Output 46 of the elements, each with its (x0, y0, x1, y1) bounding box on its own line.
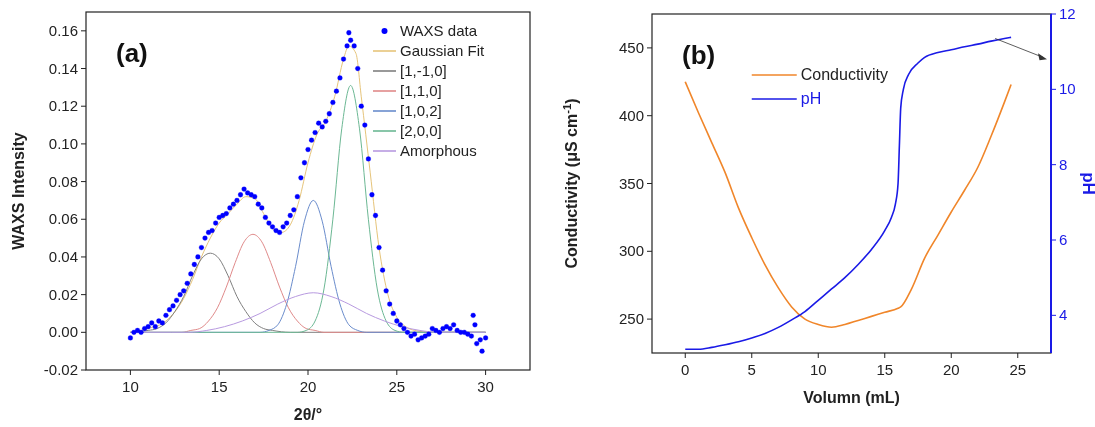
y2-tick-label: 8 (1059, 155, 1068, 173)
y-tick-label: 0.10 (48, 134, 78, 152)
y-tick-label: 350 (618, 174, 644, 192)
y-tick-label: 0.14 (48, 59, 78, 77)
legend-label: Gaussian Fit (400, 42, 486, 59)
annotation: (a) (116, 38, 148, 68)
y-tick-label: 0.02 (48, 285, 78, 303)
y2-tick-label: 6 (1059, 231, 1068, 248)
y-tick-label: 0.16 (48, 21, 78, 39)
legend-label: WAXS data (400, 22, 478, 39)
y2-tick-label: 4 (1059, 306, 1068, 324)
y-tick-label: 0.08 (48, 172, 78, 190)
x-tick-label: 20 (942, 361, 960, 378)
y-tick-label: 0.00 (48, 323, 78, 341)
legend-label: [1,1,0] (400, 82, 442, 99)
y-tick-label: 0.12 (48, 97, 78, 115)
x-tick-label: 30 (477, 378, 494, 395)
y-tick-label: 0.04 (48, 247, 78, 265)
legend-label: [1,-1,0] (400, 62, 447, 79)
x-tick-label: 15 (876, 361, 894, 378)
legend-label: [2,0,0] (400, 122, 442, 139)
y2-tick-label: 12 (1059, 5, 1076, 22)
y-tick-label: 0.06 (48, 210, 78, 228)
legend-label: Conductivity (800, 66, 888, 83)
x-tick-label: 10 (809, 361, 827, 378)
x-tick-label: 25 (388, 378, 406, 395)
y-tick-label: 300 (618, 242, 644, 260)
legend-label: Amorphous (400, 142, 477, 159)
legend-label: [1,0,2] (400, 102, 442, 119)
y2-tick-label: 10 (1059, 80, 1076, 98)
x-tick-label: 25 (1009, 361, 1027, 378)
x-tick-label: 10 (122, 378, 139, 395)
y-axis-title: WAXS Intensity (10, 132, 27, 250)
x-axis-title: 2θ/° (293, 406, 323, 423)
y-tick-label: 250 (618, 310, 644, 328)
y-tick-label: -0.02 (43, 361, 78, 378)
y2-axis-title: pH (1079, 172, 1095, 195)
x-tick-label: 15 (210, 378, 228, 395)
annotation: (b) (682, 40, 716, 70)
y-tick-label: 450 (618, 38, 644, 56)
x-tick-label: 5 (747, 361, 756, 378)
x-tick-label: 20 (299, 378, 317, 395)
legend-label: pH (800, 90, 822, 107)
y-tick-label: 400 (618, 106, 644, 124)
x-axis-title: Volumn (mL) (803, 389, 900, 406)
x-tick-label: 0 (681, 361, 690, 378)
